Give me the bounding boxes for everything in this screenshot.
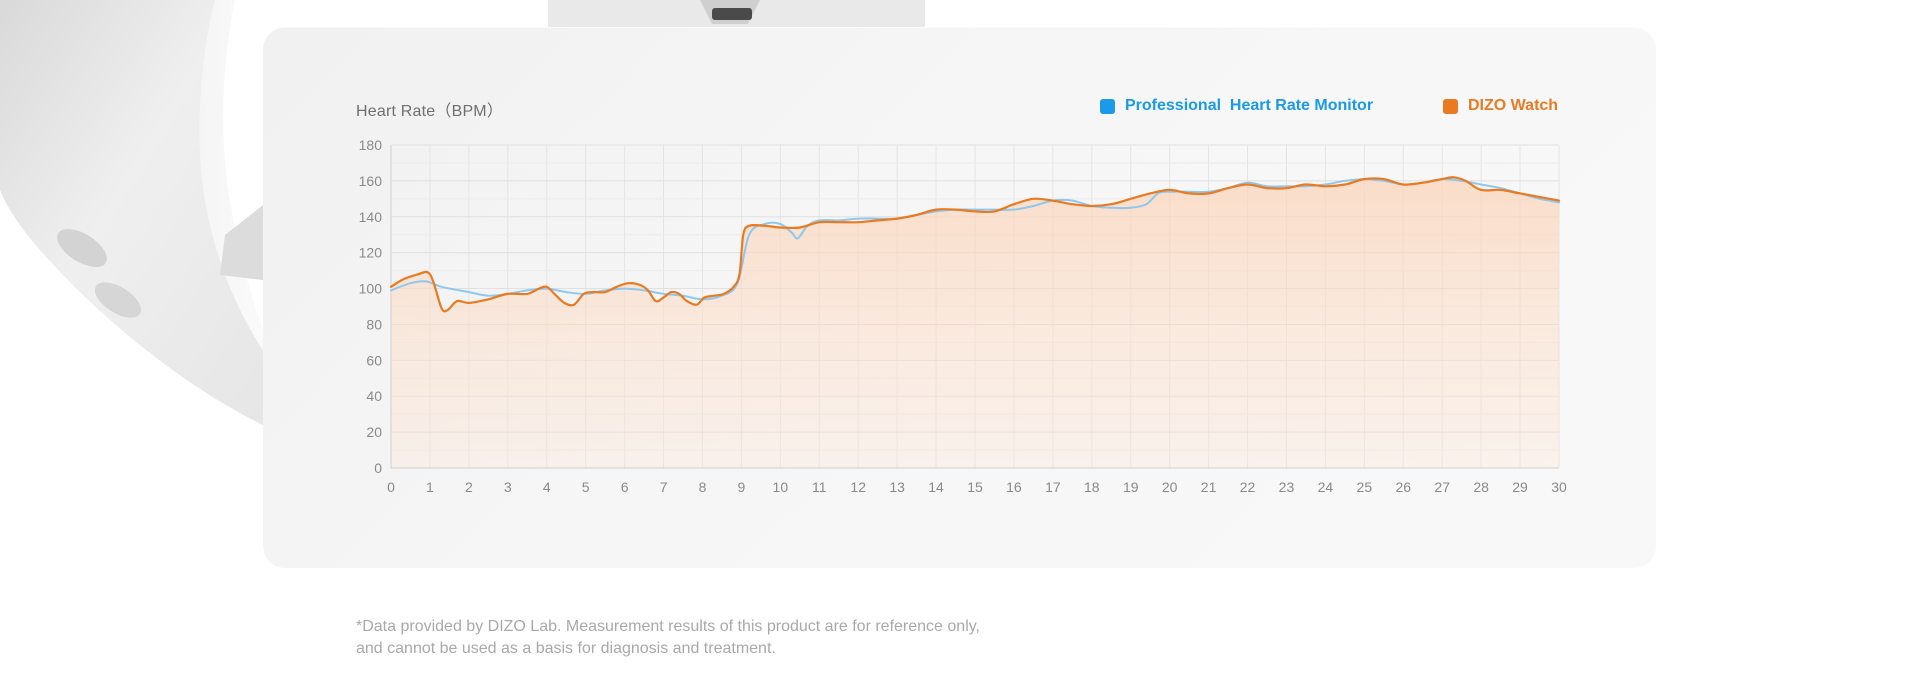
x-tick-label: 22 xyxy=(1240,479,1256,495)
legend-swatch-orange-icon xyxy=(1443,98,1458,114)
y-tick-label: 60 xyxy=(366,352,382,368)
x-tick-label: 1 xyxy=(426,479,434,495)
y-tick-label: 20 xyxy=(366,424,382,440)
x-tick-label: 13 xyxy=(889,479,905,495)
disclaimer-footnote: *Data provided by DIZO Lab. Measurement … xyxy=(356,616,1076,660)
x-tick-label: 19 xyxy=(1123,479,1139,495)
x-tick-label: 5 xyxy=(582,479,590,495)
y-tick-label: 160 xyxy=(359,173,383,189)
x-tick-label: 27 xyxy=(1434,479,1450,495)
chart-area-layer xyxy=(391,177,1559,468)
chart-lines xyxy=(389,176,1561,313)
legend-label-dizo-watch: DIZO Watch xyxy=(1468,97,1559,114)
series-line-dizo-watch xyxy=(389,176,1561,313)
area-fill-dizo-watch xyxy=(391,177,1559,468)
x-tick-label: 9 xyxy=(738,479,746,495)
x-tick-label: 25 xyxy=(1357,479,1373,495)
x-tick-label: 24 xyxy=(1318,479,1334,495)
x-tick-label: 14 xyxy=(928,479,944,495)
y-tick-label: 0 xyxy=(374,460,382,476)
footnote-line-2: and cannot be used as a basis for diagno… xyxy=(356,640,776,657)
y-tick-label: 180 xyxy=(359,137,383,153)
x-tick-label: 7 xyxy=(660,479,668,495)
legend-label-professional-monitor: Professional Heart Rate Monitor xyxy=(1125,97,1374,114)
legend-item-dizo-watch: DIZO Watch xyxy=(1443,97,1558,115)
x-tick-label: 8 xyxy=(699,479,707,495)
x-tick-label: 18 xyxy=(1084,479,1100,495)
y-tick-label: 100 xyxy=(359,281,383,297)
x-tick-label: 3 xyxy=(504,479,512,495)
x-tick-label: 28 xyxy=(1473,479,1489,495)
x-tick-label: 2 xyxy=(465,479,473,495)
y-tick-label: 120 xyxy=(359,245,383,261)
watch-strap-illustration xyxy=(0,0,925,425)
x-tick-label: 10 xyxy=(773,479,789,495)
x-tick-label: 21 xyxy=(1201,479,1217,495)
footnote-line-1: *Data provided by DIZO Lab. Measurement … xyxy=(356,618,980,635)
y-tick-label: 140 xyxy=(359,209,383,225)
x-tick-label: 30 xyxy=(1551,479,1567,495)
y-tick-label: 40 xyxy=(366,388,382,404)
x-tick-label: 20 xyxy=(1162,479,1178,495)
legend-item-professional-monitor: Professional Heart Rate Monitor xyxy=(1100,97,1373,115)
y-axis-title: Heart Rate（BPM） xyxy=(356,103,504,120)
x-tick-label: 17 xyxy=(1045,479,1061,495)
legend-swatch-blue-icon xyxy=(1100,98,1115,114)
x-tick-label: 23 xyxy=(1279,479,1295,495)
y-tick-label: 80 xyxy=(366,316,382,332)
x-tick-label: 29 xyxy=(1512,479,1528,495)
x-tick-label: 6 xyxy=(621,479,629,495)
x-tick-label: 0 xyxy=(387,479,395,495)
x-tick-label: 4 xyxy=(543,479,551,495)
x-tick-label: 26 xyxy=(1395,479,1411,495)
x-tick-label: 16 xyxy=(1006,479,1022,495)
x-tick-label: 11 xyxy=(812,479,827,495)
x-tick-label: 12 xyxy=(850,479,866,495)
x-tick-label: 15 xyxy=(967,479,983,495)
